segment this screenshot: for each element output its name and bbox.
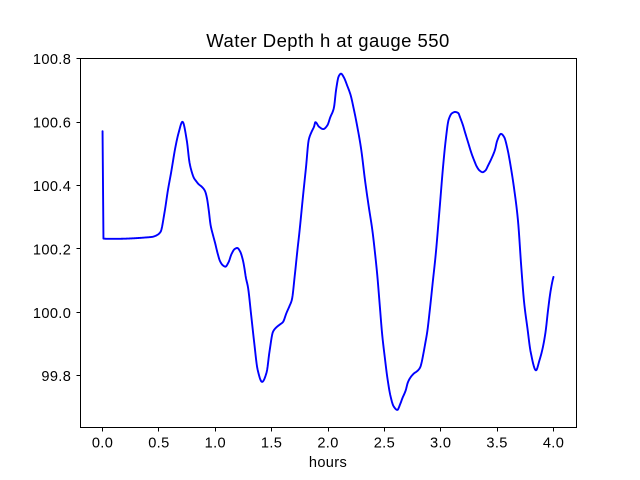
svg-text:100.0: 100.0	[33, 306, 71, 322]
svg-text:3.5: 3.5	[486, 436, 507, 452]
svg-text:1.0: 1.0	[205, 436, 226, 452]
svg-text:100.8: 100.8	[33, 52, 71, 68]
svg-text:2.5: 2.5	[374, 436, 395, 452]
svg-text:0.0: 0.0	[92, 436, 113, 452]
svg-text:Water Depth h at gauge 550: Water Depth h at gauge 550	[206, 30, 449, 51]
svg-text:99.8: 99.8	[41, 369, 71, 385]
svg-text:100.6: 100.6	[33, 116, 71, 132]
svg-text:100.4: 100.4	[33, 179, 71, 195]
svg-text:0.5: 0.5	[148, 436, 169, 452]
svg-text:1.5: 1.5	[261, 436, 282, 452]
svg-text:2.0: 2.0	[317, 436, 338, 452]
svg-text:100.2: 100.2	[33, 242, 71, 258]
svg-text:3.0: 3.0	[430, 436, 451, 452]
svg-text:4.0: 4.0	[543, 436, 564, 452]
svg-text:hours: hours	[309, 455, 347, 471]
